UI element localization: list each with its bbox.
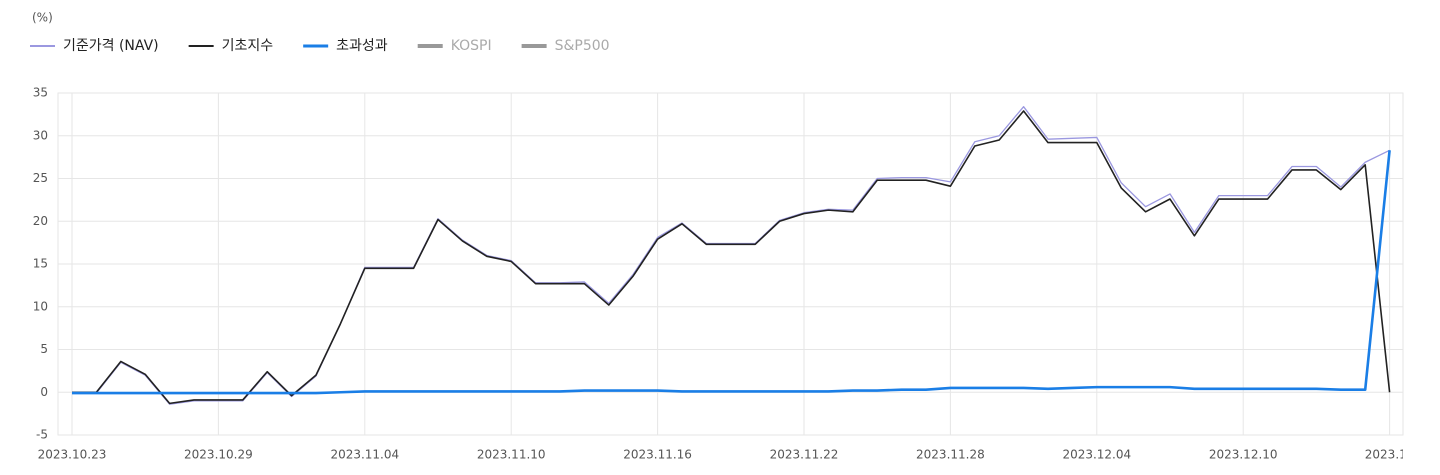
y-tick-label: 35 (33, 86, 48, 100)
y-tick-label: 5 (40, 342, 48, 356)
y-tick-label: 25 (33, 171, 48, 185)
y-tick-label: 15 (33, 257, 48, 271)
x-tick-label: 2023.11.04 (330, 448, 399, 462)
series-line (72, 150, 1391, 395)
y-axis-label: (%) (32, 11, 53, 25)
y-tick-label: -5 (36, 428, 48, 442)
y-tick-label: 0 (40, 385, 48, 399)
legend-label: 기초지수 (222, 38, 274, 54)
x-tick-label: 2023.11.16 (623, 448, 692, 462)
y-tick-label: 10 (33, 299, 48, 313)
y-tick-label: 30 (33, 128, 48, 142)
legend-label: KOSPI (451, 38, 492, 54)
x-tick-label: 2023.10.23 (38, 448, 107, 462)
grid: -5 0 5 10 15 20 25 30 35 2023.10.23 2023.10.29 2023… (33, 86, 1415, 462)
series-line (72, 110, 1391, 405)
legend: 기준가격 (NAV) 기초지수 초과성과 KOSPI S&P500 (30, 38, 610, 54)
x-tick-label: 2023.12 (1365, 448, 1415, 462)
x-tick-label: 2023.12.10 (1209, 448, 1278, 462)
x-tick-label: 2023.11.10 (477, 448, 546, 462)
series-line (72, 106, 1390, 405)
x-tick-label: 2023.12.04 (1062, 448, 1131, 462)
legend-label: S&P500 (555, 38, 610, 54)
y-tick-label: 20 (33, 214, 48, 228)
x-tick-label: 2023.10.29 (184, 448, 253, 462)
lines (72, 106, 1391, 405)
x-tick-label: 2023.11.28 (916, 448, 985, 462)
x-tick-label: 2023.11.22 (770, 448, 839, 462)
legend-label: 기준가격 (NAV) (63, 38, 159, 54)
legend-label: 초과성과 (336, 38, 388, 54)
